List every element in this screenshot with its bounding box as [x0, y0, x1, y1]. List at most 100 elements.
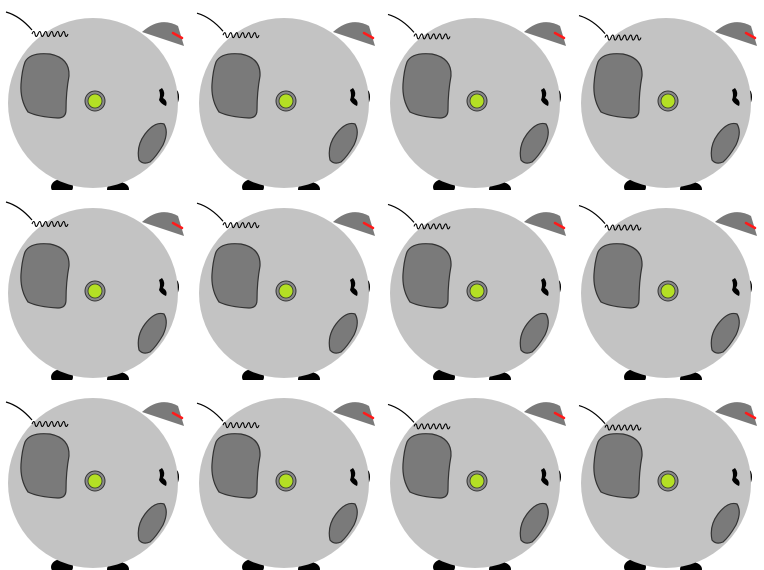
eye [660, 93, 676, 109]
ear-accent [744, 221, 757, 230]
ear-accent [362, 221, 375, 230]
creature-frame-icon [578, 15, 757, 190]
ear-accent [362, 31, 375, 40]
creature-frame-icon [387, 203, 566, 380]
ear-accent [553, 411, 566, 420]
lower-patch [710, 122, 740, 164]
tail-knot [413, 33, 451, 40]
mouth-mark [159, 468, 167, 486]
lower-patch [328, 122, 358, 164]
eye [469, 283, 485, 299]
eye [278, 93, 294, 109]
creature-frame-icon [196, 12, 375, 190]
tail [578, 205, 606, 224]
ear [524, 212, 566, 236]
creature-frame-icon [387, 398, 566, 570]
eye [278, 473, 294, 489]
ear-accent [553, 221, 566, 230]
left-patch [593, 53, 643, 119]
tail-knot [31, 220, 69, 228]
left-patch [402, 53, 452, 119]
tail [387, 403, 415, 423]
tail-knot [604, 224, 642, 231]
sprite-frame-2 [191, 0, 382, 190]
eye [278, 283, 294, 299]
tail-knot [222, 222, 260, 229]
ear [715, 402, 757, 426]
ear-accent [744, 31, 757, 40]
left-patch [211, 53, 261, 119]
left-patch [211, 243, 261, 309]
left-patch [593, 243, 643, 309]
left-patch [593, 433, 643, 499]
sprite-frame-3 [382, 0, 573, 190]
mouth-mark [159, 88, 167, 106]
ear [333, 402, 375, 426]
sprite-frame-4 [573, 0, 764, 190]
ear [715, 22, 757, 46]
mouth-mark [732, 468, 740, 486]
ear-accent [744, 411, 757, 420]
tail [5, 201, 33, 221]
lower-patch [710, 312, 740, 354]
tail-knot [31, 420, 69, 428]
tail [5, 11, 33, 31]
sprite-frame-11 [382, 380, 573, 570]
sprite-frame-6 [191, 190, 382, 380]
lower-patch [519, 502, 549, 544]
left-patch [20, 243, 70, 309]
tail [196, 202, 224, 222]
lower-patch [328, 502, 358, 544]
ear-accent [171, 221, 184, 230]
ear-accent [553, 31, 566, 40]
mouth-mark [350, 468, 358, 486]
creature-frame-icon [5, 11, 184, 190]
left-patch [20, 433, 70, 499]
lower-patch [137, 122, 167, 164]
creature-frame-icon [387, 13, 566, 190]
tail-knot [604, 424, 642, 431]
tail [578, 405, 606, 424]
ear [524, 402, 566, 426]
ear [142, 22, 184, 46]
eye [87, 93, 103, 109]
sprite-frame-10 [191, 380, 382, 570]
ear-accent [362, 411, 375, 420]
sprite-frame-9 [0, 380, 191, 570]
sprite-frame-5 [0, 190, 191, 380]
mouth-mark [350, 88, 358, 106]
sprite-frame-12 [573, 380, 764, 570]
creature-frame-icon [196, 398, 375, 570]
mouth-mark [541, 278, 549, 296]
left-patch [211, 433, 261, 499]
ear-accent [171, 31, 184, 40]
ear [142, 402, 184, 426]
ear [142, 212, 184, 236]
mouth-mark [541, 468, 549, 486]
tail-knot [604, 34, 642, 41]
lower-patch [519, 312, 549, 354]
tail [387, 203, 415, 223]
tail-knot [222, 422, 260, 429]
lower-patch [710, 502, 740, 544]
mouth-mark [732, 88, 740, 106]
tail [578, 15, 606, 34]
creature-frame-icon [578, 205, 757, 380]
tail [196, 12, 224, 32]
tail-knot [31, 30, 69, 38]
sprite-frame-7 [382, 190, 573, 380]
creature-frame-icon [578, 398, 757, 570]
ear [333, 22, 375, 46]
lower-patch [137, 502, 167, 544]
eye [87, 473, 103, 489]
ear [333, 212, 375, 236]
tail [387, 13, 415, 33]
mouth-mark [159, 278, 167, 296]
left-patch [20, 53, 70, 119]
creature-frame-icon [196, 202, 375, 380]
eye [660, 283, 676, 299]
eye [469, 473, 485, 489]
tail-knot [413, 423, 451, 430]
ear [715, 212, 757, 236]
